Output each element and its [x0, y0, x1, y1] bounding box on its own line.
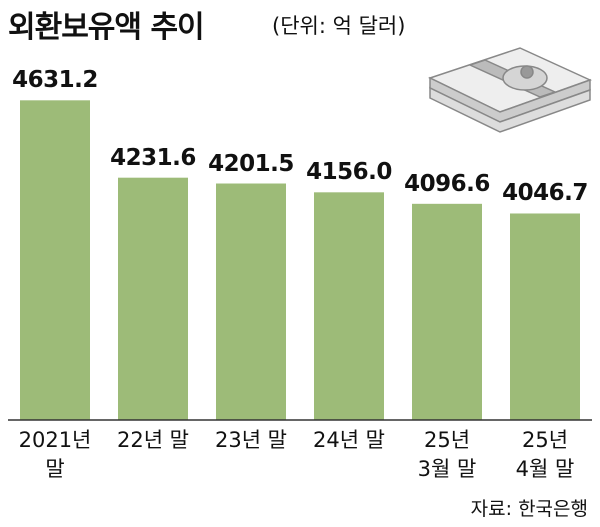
x-tick-label: 24년 말	[312, 428, 386, 452]
x-tick-label: 23년 말	[214, 428, 288, 452]
bar	[412, 203, 482, 420]
chart-subtitle: (단위: 억 달러)	[272, 14, 406, 38]
value-label: 4156.0	[306, 159, 392, 186]
bar	[20, 100, 90, 420]
bar	[216, 183, 286, 420]
x-tick-label: 25년 3월 말	[417, 428, 477, 481]
x-tick-label: 22년 말	[116, 428, 190, 452]
bar	[510, 213, 580, 420]
value-label: 4231.6	[110, 144, 196, 171]
x-tick-label: 2021년 말	[18, 428, 92, 481]
x-tick-label: 25년 4월 말	[515, 428, 575, 481]
money-icon	[428, 47, 592, 133]
source: 자료: 한국은행	[470, 498, 588, 520]
value-label: 4046.7	[502, 180, 588, 207]
value-label: 4201.5	[208, 150, 294, 177]
value-label: 4096.6	[404, 170, 490, 197]
bar	[118, 177, 188, 420]
chart-title: 외환보유액 추이	[8, 10, 205, 45]
value-label: 4631.2	[12, 67, 98, 94]
bar	[314, 192, 384, 420]
